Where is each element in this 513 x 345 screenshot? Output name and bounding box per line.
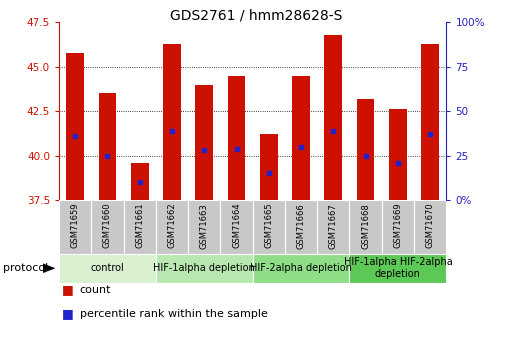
Text: HIF-2alpha depletion: HIF-2alpha depletion [250, 263, 352, 273]
Bar [349, 254, 446, 283]
Text: GSM71669: GSM71669 [393, 203, 402, 248]
Text: GSM71666: GSM71666 [297, 203, 306, 248]
Text: GSM71662: GSM71662 [167, 203, 176, 248]
Text: GSM71664: GSM71664 [232, 203, 241, 248]
Text: percentile rank within the sample: percentile rank within the sample [80, 309, 267, 319]
Bar [421, 44, 439, 200]
Text: GSM71659: GSM71659 [71, 203, 80, 248]
Text: GSM71665: GSM71665 [264, 203, 273, 248]
Bar [389, 109, 407, 200]
Bar [131, 163, 149, 200]
Text: protocol: protocol [3, 263, 48, 273]
Text: GSM71667: GSM71667 [329, 203, 338, 248]
Bar [252, 254, 349, 283]
Bar [66, 53, 84, 200]
Bar [357, 99, 374, 200]
Text: GSM71670: GSM71670 [426, 203, 435, 248]
Bar [324, 35, 342, 200]
Bar [292, 76, 310, 200]
Bar [98, 93, 116, 200]
Bar [195, 85, 213, 200]
Polygon shape [43, 263, 55, 273]
Bar [260, 134, 278, 200]
Text: HIF-1alpha depletion: HIF-1alpha depletion [153, 263, 255, 273]
Bar [163, 44, 181, 200]
Bar [228, 76, 245, 200]
Text: control: control [90, 263, 124, 273]
Text: ■: ■ [62, 307, 73, 321]
Text: GSM71668: GSM71668 [361, 203, 370, 248]
Text: GSM71663: GSM71663 [200, 203, 209, 248]
Text: GSM71661: GSM71661 [135, 203, 144, 248]
Text: HIF-1alpha HIF-2alpha
depletion: HIF-1alpha HIF-2alpha depletion [344, 257, 452, 279]
Text: GDS2761 / hmm28628-S: GDS2761 / hmm28628-S [170, 9, 343, 23]
Text: GSM71660: GSM71660 [103, 203, 112, 248]
Bar [59, 254, 156, 283]
Text: ■: ■ [62, 283, 73, 296]
Bar [156, 254, 252, 283]
Text: count: count [80, 285, 111, 295]
